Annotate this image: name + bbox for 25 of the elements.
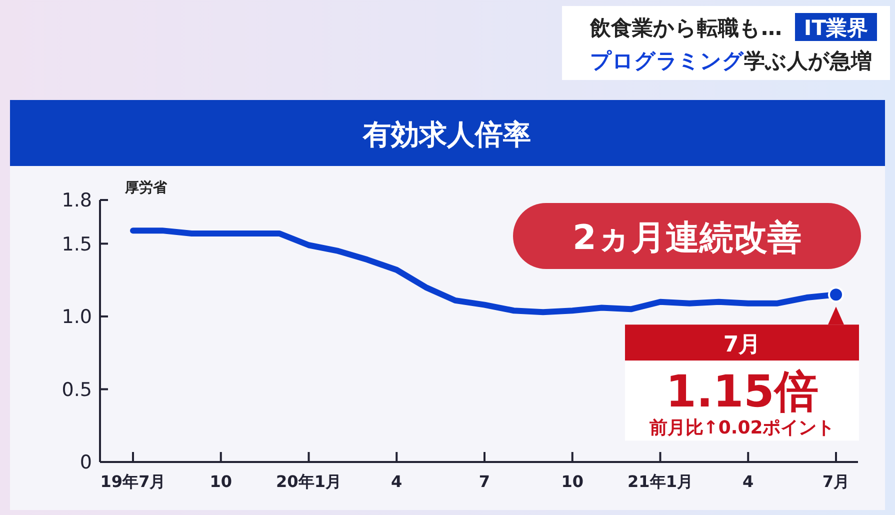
annotation: 1.15倍 [666,366,818,418]
x-tick-label: 10 [210,472,232,491]
y-tick-label: 1.0 [62,306,92,328]
chart-title: 有効求人倍率 [362,118,531,151]
pill-badge: 2ヵ月連続改善 [513,203,861,269]
text: 厚労省 [124,180,168,196]
annotation: 2ヵ月連続改善 [572,218,802,258]
x-tick-label: 10 [561,472,584,491]
x-tick-label: 4 [391,472,402,491]
y-tick-label: 1.8 [62,190,92,212]
y-tick-label: 0 [80,452,92,474]
x-tick-label: 21年1月 [628,472,693,491]
text: 学ぶ人が急増 [744,49,872,73]
text: IT業界 [804,16,868,40]
x-tick-label: 20年1月 [276,472,342,491]
text: プログラミング [590,49,744,73]
text: 飲食業から転職も… [589,16,782,40]
x-tick-label: 7 [478,472,490,491]
y-tick-label: 0.5 [62,378,92,401]
y-tick-label: 1.5 [62,233,92,256]
x-tick-label: 19年7月 [100,472,166,491]
annotation: 7月 [723,332,761,358]
x-tick-label: 7月 [822,472,850,491]
x-tick-label: 4 [742,472,754,491]
annotation: 前月比↑0.02ポイント [648,418,835,439]
